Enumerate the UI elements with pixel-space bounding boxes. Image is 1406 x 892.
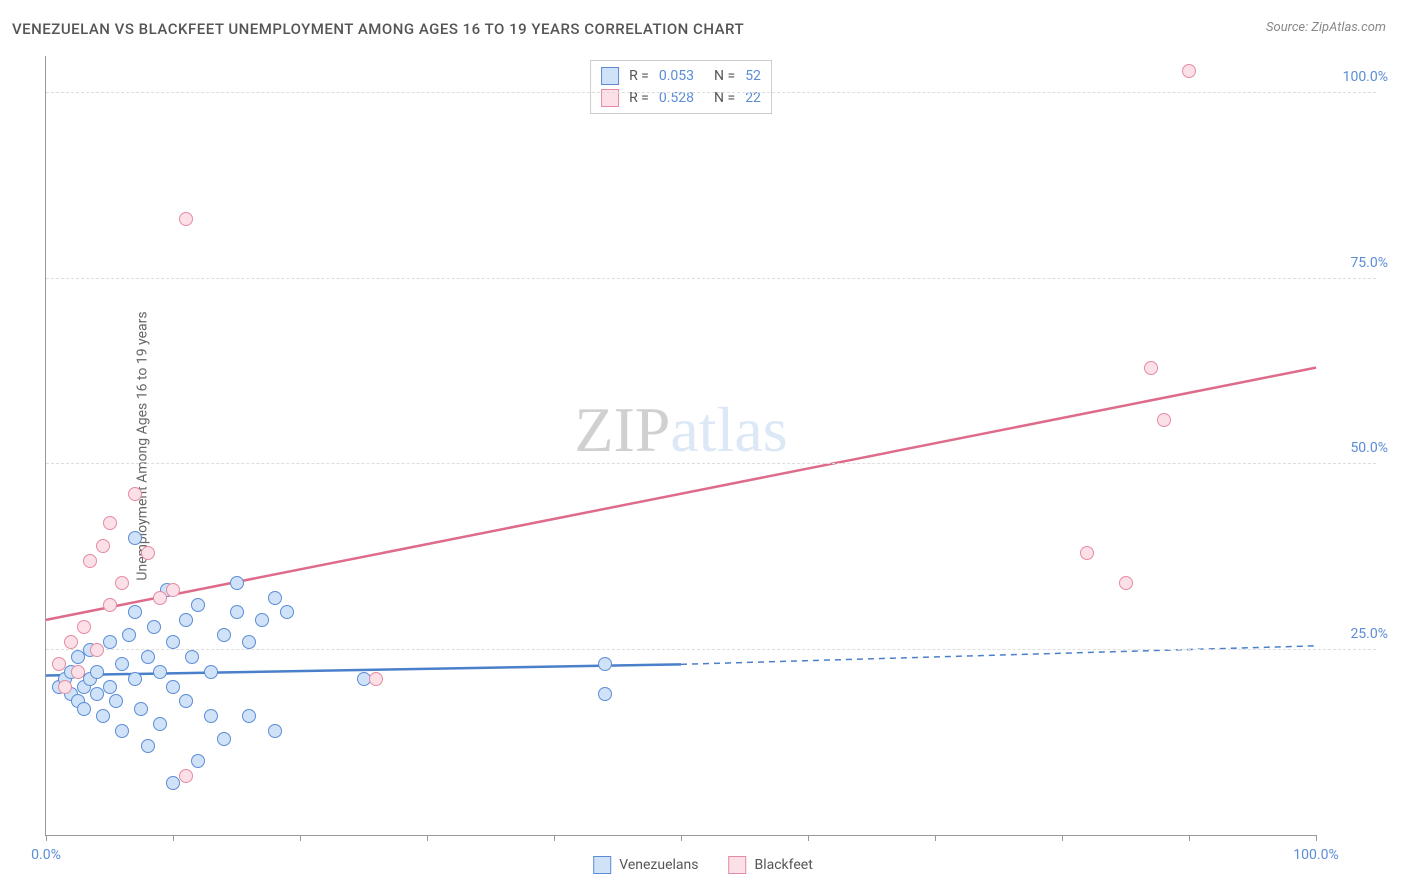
scatter-point (90, 643, 104, 657)
scatter-point (268, 591, 282, 605)
scatter-point (166, 583, 180, 597)
scatter-point (71, 650, 85, 664)
scatter-point (1182, 64, 1196, 78)
legend-item: Venezuelans (593, 856, 698, 874)
legend-swatch-icon (728, 856, 746, 874)
scatter-point (179, 694, 193, 708)
scatter-point (268, 724, 282, 738)
chart-container: VENEZUELAN VS BLACKFEET UNEMPLOYMENT AMO… (0, 0, 1406, 892)
scatter-point (58, 680, 72, 694)
scatter-point (71, 665, 85, 679)
scatter-point (179, 613, 193, 627)
gridline (46, 92, 1376, 93)
scatter-point (64, 635, 78, 649)
scatter-point (103, 516, 117, 530)
legend-item: Blackfeet (728, 856, 812, 874)
scatter-point (217, 732, 231, 746)
y-tick-label: 100.0% (1343, 69, 1388, 85)
scatter-point (598, 657, 612, 671)
chart-title: VENEZUELAN VS BLACKFEET UNEMPLOYMENT AMO… (12, 20, 744, 38)
x-tick-label: 100.0% (1293, 847, 1338, 863)
scatter-point (96, 709, 110, 723)
scatter-point (280, 605, 294, 619)
scatter-point (147, 620, 161, 634)
x-tick (554, 835, 555, 841)
x-tick (681, 835, 682, 841)
plot-area: ZIPatlas R =0.053N =52R =0.528N =22 25.0… (45, 56, 1316, 836)
scatter-point (128, 531, 142, 545)
scatter-point (369, 672, 383, 686)
scatter-point (204, 709, 218, 723)
scatter-point (52, 657, 66, 671)
scatter-point (179, 769, 193, 783)
scatter-point (1119, 576, 1133, 590)
scatter-point (115, 724, 129, 738)
gridline (46, 649, 1376, 650)
scatter-point (141, 739, 155, 753)
gridline (46, 278, 1376, 279)
scatter-point (128, 487, 142, 501)
scatter-point (242, 709, 256, 723)
scatter-point (230, 576, 244, 590)
scatter-point (122, 628, 136, 642)
legend-series-label: Blackfeet (754, 857, 812, 873)
y-tick-label: 25.0% (1350, 626, 1388, 642)
scatter-point (204, 665, 218, 679)
x-tick (1062, 835, 1063, 841)
scatter-point (141, 650, 155, 664)
x-tick (935, 835, 936, 841)
scatter-point (242, 635, 256, 649)
scatter-point (255, 613, 269, 627)
scatter-point (103, 635, 117, 649)
scatter-point (153, 591, 167, 605)
series-legend: Venezuelans Blackfeet (593, 856, 813, 874)
scatter-point (128, 605, 142, 619)
x-tick (1316, 835, 1317, 841)
scatter-point (128, 672, 142, 686)
scatter-point (103, 680, 117, 694)
y-tick-label: 50.0% (1350, 440, 1388, 456)
scatter-point (166, 680, 180, 694)
scatter-point (217, 628, 231, 642)
scatter-point (153, 665, 167, 679)
scatter-point (83, 554, 97, 568)
scatter-point (153, 717, 167, 731)
scatter-point (598, 687, 612, 701)
y-tick-label: 75.0% (1350, 255, 1388, 271)
scatter-point (134, 702, 148, 716)
x-tick (427, 835, 428, 841)
x-tick-label: 0.0% (31, 847, 61, 863)
legend-swatch-icon (593, 856, 611, 874)
scatter-point (230, 605, 244, 619)
scatter-point (166, 776, 180, 790)
scatter-point (166, 635, 180, 649)
scatter-point (191, 598, 205, 612)
scatter-point (115, 576, 129, 590)
x-tick (808, 835, 809, 841)
scatter-point (1157, 413, 1171, 427)
scatter-point (109, 694, 123, 708)
x-tick (173, 835, 174, 841)
scatter-point (1144, 361, 1158, 375)
scatter-point (77, 702, 91, 716)
scatter-point (185, 650, 199, 664)
legend-series-label: Venezuelans (619, 857, 698, 873)
scatter-point (191, 754, 205, 768)
scatter-point (96, 539, 110, 553)
scatter-point (90, 665, 104, 679)
scatter-point (103, 598, 117, 612)
scatter-point (90, 687, 104, 701)
trend-lines-layer (46, 56, 1316, 835)
x-tick (1189, 835, 1190, 841)
scatter-point (141, 546, 155, 560)
source-label: Source: ZipAtlas.com (1266, 20, 1386, 35)
x-tick (46, 835, 47, 841)
x-tick (300, 835, 301, 841)
scatter-point (1080, 546, 1094, 560)
scatter-point (179, 212, 193, 226)
scatter-point (77, 620, 91, 634)
scatter-point (115, 657, 129, 671)
gridline (46, 463, 1376, 464)
